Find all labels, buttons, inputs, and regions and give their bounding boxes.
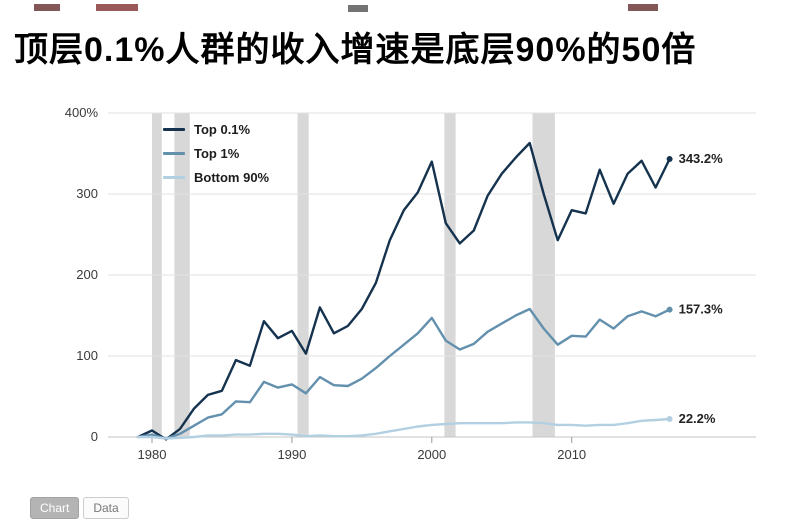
series-line-top-1- — [136, 307, 671, 440]
legend-item: Top 1% — [163, 141, 269, 165]
chart-view-button[interactable]: Chart — [30, 497, 80, 519]
series-end-dot-top-0.1- — [666, 156, 673, 162]
cropped-text-artifact — [96, 4, 138, 11]
series-end-dot-top-1- — [666, 306, 673, 313]
y-tick-label: 300 — [76, 186, 98, 201]
chart-area: 400% 300 200 100 0 1980 1990 2000 2010 343.2% 157.… — [30, 95, 760, 475]
x-tick-label: 1980 — [138, 447, 167, 462]
legend-swatch — [163, 175, 185, 179]
x-tick-label: 2000 — [417, 447, 446, 462]
series-end-label-bottom-90-: 22.2% — [679, 411, 716, 426]
chart-title: 顶层0.1%人群的收入增速是底层90%的50倍 — [14, 31, 697, 69]
cropped-text-artifact — [348, 5, 368, 12]
y-tick-label: 100 — [76, 348, 98, 363]
series-line-bottom-90- — [136, 417, 671, 440]
legend-swatch — [163, 127, 185, 131]
x-tick-label: 1990 — [277, 447, 306, 462]
legend: Top 0.1% Top 1% Bottom 90% — [163, 117, 269, 189]
legend-label: Top 0.1% — [194, 121, 251, 137]
y-tick-label: 400% — [65, 105, 99, 120]
view-toggle: Chart Data — [30, 497, 129, 519]
y-tick-label: 0 — [91, 429, 98, 444]
series-end-dot-bottom-90- — [666, 416, 673, 422]
series-line-top-0.1- — [136, 141, 671, 441]
legend-label: Top 1% — [194, 145, 240, 161]
legend-swatch — [163, 151, 185, 155]
data-view-button[interactable]: Data — [83, 497, 129, 519]
legend-item: Top 0.1% — [163, 117, 269, 141]
income-growth-line-chart: 400% 300 200 100 0 1980 1990 2000 2010 343.2% 157.… — [65, 105, 756, 462]
series-end-label-top-1-: 157.3% — [679, 302, 724, 317]
legend-item: Bottom 90% — [163, 165, 269, 189]
series-end-label-top-0.1-: 343.2% — [679, 151, 724, 166]
y-tick-label: 200 — [76, 267, 98, 282]
x-tick-label: 2010 — [557, 447, 586, 462]
cropped-text-artifact — [34, 4, 60, 11]
legend-label: Bottom 90% — [194, 169, 270, 185]
cropped-text-artifact — [628, 4, 658, 11]
